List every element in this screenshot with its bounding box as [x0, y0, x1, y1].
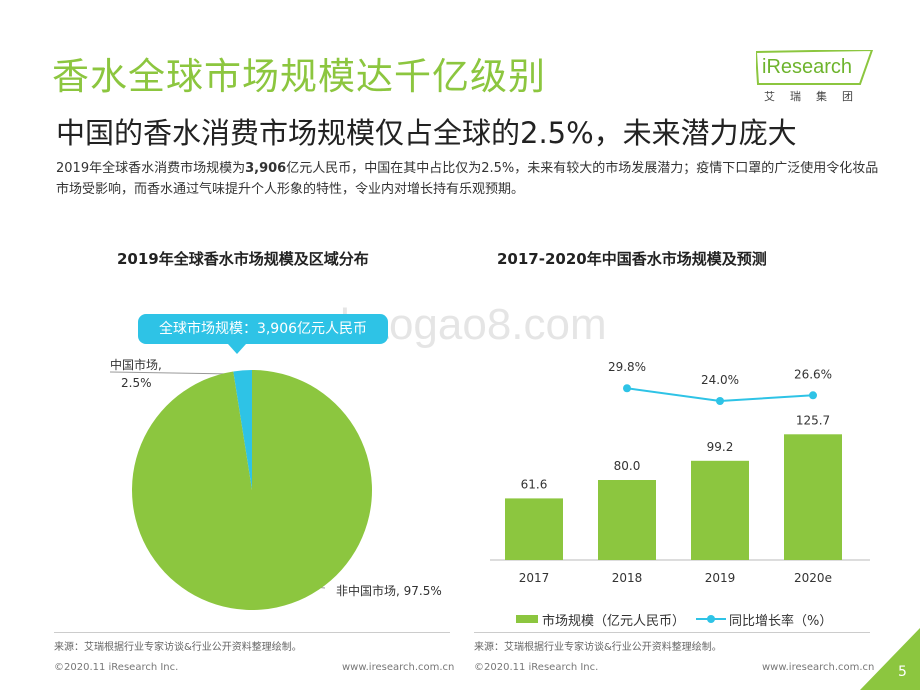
growth-label-2019: 24.0% [701, 373, 739, 387]
footer-url-left[interactable]: www.iresearch.com.cn [342, 662, 455, 673]
bar-value-label-2019: 99.2 [707, 440, 734, 454]
legend-line-label: 同比增长率（%） [729, 614, 833, 629]
non-china-slice-label: 非中国市场, 97.5% [336, 584, 442, 598]
bar-chart: 61.6 2017 80.0 2018 99.2 2019 125.7 2020e 29.8% 2… [490, 360, 870, 585]
pie-chart [110, 370, 372, 610]
bar-2019 [691, 460, 749, 560]
global-market-callout: 全球市场规模：3,906亿元人民币 [138, 314, 388, 344]
desc-pre: 2019年全球香水消费市场规模为 [56, 161, 246, 176]
bar-2017 [505, 498, 563, 560]
bar-marks: 61.6 2017 80.0 2018 99.2 2019 125.7 2020e 29.8% 2… [505, 360, 842, 585]
source-note-left: 来源：艾瑞根据行业专家访谈&行业公开资料整理绘制。 [54, 642, 302, 653]
source-note-right: 来源：艾瑞根据行业专家访谈&行业公开资料整理绘制。 [474, 642, 722, 653]
china-slice-label: 中国市场, [110, 358, 162, 372]
page-number: 5 [898, 664, 907, 680]
iresearch-logo: iResearch 艾瑞集团 [756, 50, 876, 108]
bar-2018 [598, 480, 656, 560]
bar-value-label-2020e: 125.7 [796, 413, 830, 427]
growth-label-2020e: 26.6% [794, 367, 832, 381]
logo-sub-text: 艾瑞集团 [764, 90, 868, 103]
bar-value-label-2018: 80.0 [614, 459, 641, 473]
desc-post: 亿元人民币，中国在其中占比仅为2.5%，未来有较大的市场发展潜力；疫情下口罩的广… [56, 161, 879, 197]
growth-label-2018: 29.8% [608, 360, 646, 374]
growth-point-2018 [623, 384, 631, 393]
pie-slice-1 [132, 370, 372, 610]
china-slice-pct: 2.5% [121, 376, 152, 390]
callout-tail [228, 344, 246, 354]
legend-line-swatch [696, 615, 726, 623]
footer-copyright-right: ©2020.11 iResearch Inc. [474, 662, 599, 673]
logo-brand-text: iResearch [762, 56, 853, 78]
legend-bar-swatch [516, 615, 538, 623]
divider-right [474, 632, 870, 633]
bar-2020e [784, 434, 842, 560]
x-tick-label-2017: 2017 [519, 571, 550, 585]
desc-bold-value: 3,906 [245, 161, 287, 176]
bar-chart-title: 2017-2020年中国香水市场规模及预测 [497, 250, 767, 268]
x-tick-label-2020e: 2020e [794, 571, 832, 585]
x-tick-label-2018: 2018 [612, 571, 643, 585]
bar-value-label-2017: 61.6 [521, 477, 548, 491]
footer-url-right[interactable]: www.iresearch.com.cn [762, 662, 875, 673]
pie-slices [132, 370, 372, 610]
logo-badge-shape [756, 50, 874, 85]
x-tick-label-2019: 2019 [705, 571, 736, 585]
divider-left [54, 632, 450, 633]
china-leader-line [110, 371, 235, 375]
legend-bar-label: 市场规模（亿元人民币） [542, 614, 686, 629]
pie-slice-0 [233, 370, 252, 490]
footer-copyright-left: ©2020.11 iResearch Inc. [54, 662, 179, 673]
corner-decoration [860, 628, 920, 690]
growth-point-2020e [809, 391, 817, 400]
growth-point-2019 [716, 397, 724, 405]
description-paragraph: 2019年全球香水消费市场规模为3,906亿元人民币，中国在其中占比仅为2.5%… [56, 158, 886, 200]
page-subtitle: 中国的香水消费市场规模仅占全球的2.5%，未来潜力庞大 [56, 116, 797, 150]
page-title: 香水全球市场规模达千亿级别 [52, 55, 546, 98]
pie-chart-title: 2019年全球香水市场规模及区域分布 [117, 250, 369, 268]
